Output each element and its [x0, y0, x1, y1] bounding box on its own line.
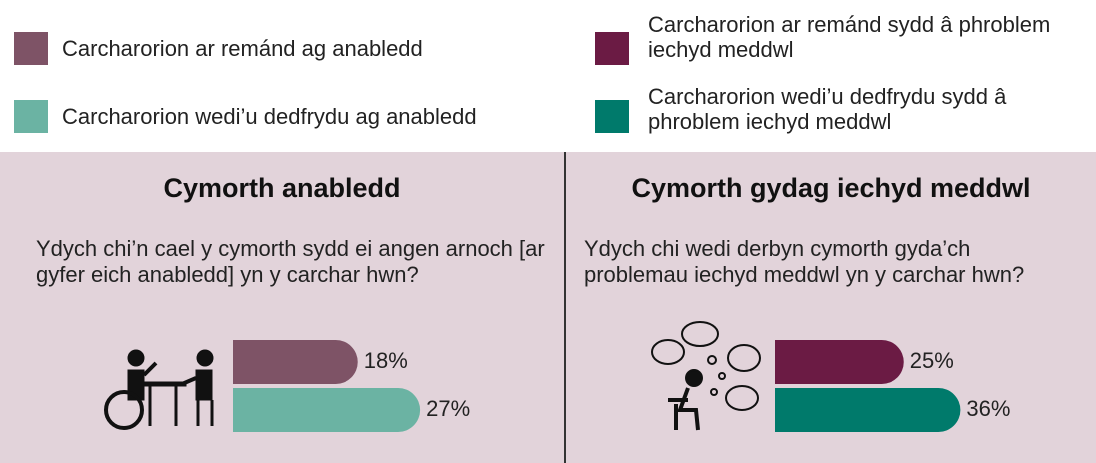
- legend-label: Carcharorion wedi’u dedfrydu ag anabledd: [62, 104, 477, 129]
- legend-swatch: [595, 100, 629, 133]
- bar: [775, 340, 904, 384]
- bar: [233, 340, 358, 384]
- bar: [233, 388, 421, 432]
- legend-swatch: [14, 32, 48, 65]
- question: Ydych chi wedi derbyn cymorth gyda’ch pr…: [584, 236, 1025, 287]
- thought-icon: [651, 321, 761, 431]
- value-label: 36%: [966, 396, 1010, 421]
- legend-swatch: [595, 32, 629, 65]
- bar: [775, 388, 961, 432]
- legend-label: Carcharorion ar remánd sydd â phroblem i…: [648, 12, 1051, 62]
- panel-title: Cymorth gydag iechyd meddwl: [631, 173, 1031, 203]
- panel-title: Cymorth anabledd: [163, 173, 401, 203]
- legend-label: Carcharorion ar remánd ag anabledd: [62, 36, 423, 61]
- value-label: 25%: [910, 348, 954, 373]
- value-label: 27%: [426, 396, 470, 421]
- divider: [564, 152, 566, 463]
- value-label: 18%: [364, 348, 408, 373]
- legend-label: Carcharorion wedi’u dedfrydu sydd â phro…: [648, 84, 1007, 134]
- question: Ydych chi’n cael y cymorth sydd ei angen…: [36, 236, 545, 287]
- legend-swatch: [14, 100, 48, 133]
- wheelchair-icon: [104, 349, 214, 430]
